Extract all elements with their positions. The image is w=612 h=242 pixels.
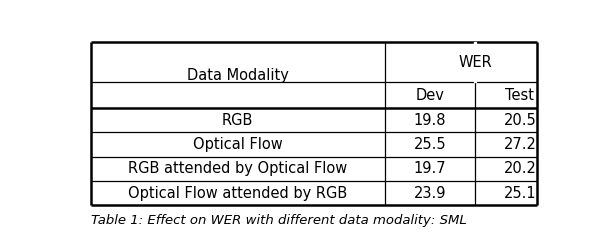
- Text: 20.5: 20.5: [504, 113, 536, 128]
- Text: Optical Flow attended by RGB: Optical Flow attended by RGB: [128, 186, 348, 201]
- Text: Dev: Dev: [416, 88, 444, 103]
- Text: Table 1: Effect on WER with different data modality: SML: Table 1: Effect on WER with different da…: [91, 214, 466, 227]
- Text: RGB attended by Optical Flow: RGB attended by Optical Flow: [128, 161, 348, 176]
- Text: 25.1: 25.1: [504, 186, 536, 201]
- Text: 19.7: 19.7: [414, 161, 446, 176]
- Text: Test: Test: [506, 88, 534, 103]
- Text: 27.2: 27.2: [504, 137, 536, 152]
- Text: 25.5: 25.5: [414, 137, 446, 152]
- Text: 19.8: 19.8: [414, 113, 446, 128]
- Text: RGB: RGB: [222, 113, 253, 128]
- Text: 23.9: 23.9: [414, 186, 446, 201]
- Text: 20.2: 20.2: [504, 161, 536, 176]
- Text: WER: WER: [458, 55, 492, 70]
- Bar: [474, 42, 476, 82]
- Text: Optical Flow: Optical Flow: [193, 137, 283, 152]
- Text: Data Modality: Data Modality: [187, 68, 289, 83]
